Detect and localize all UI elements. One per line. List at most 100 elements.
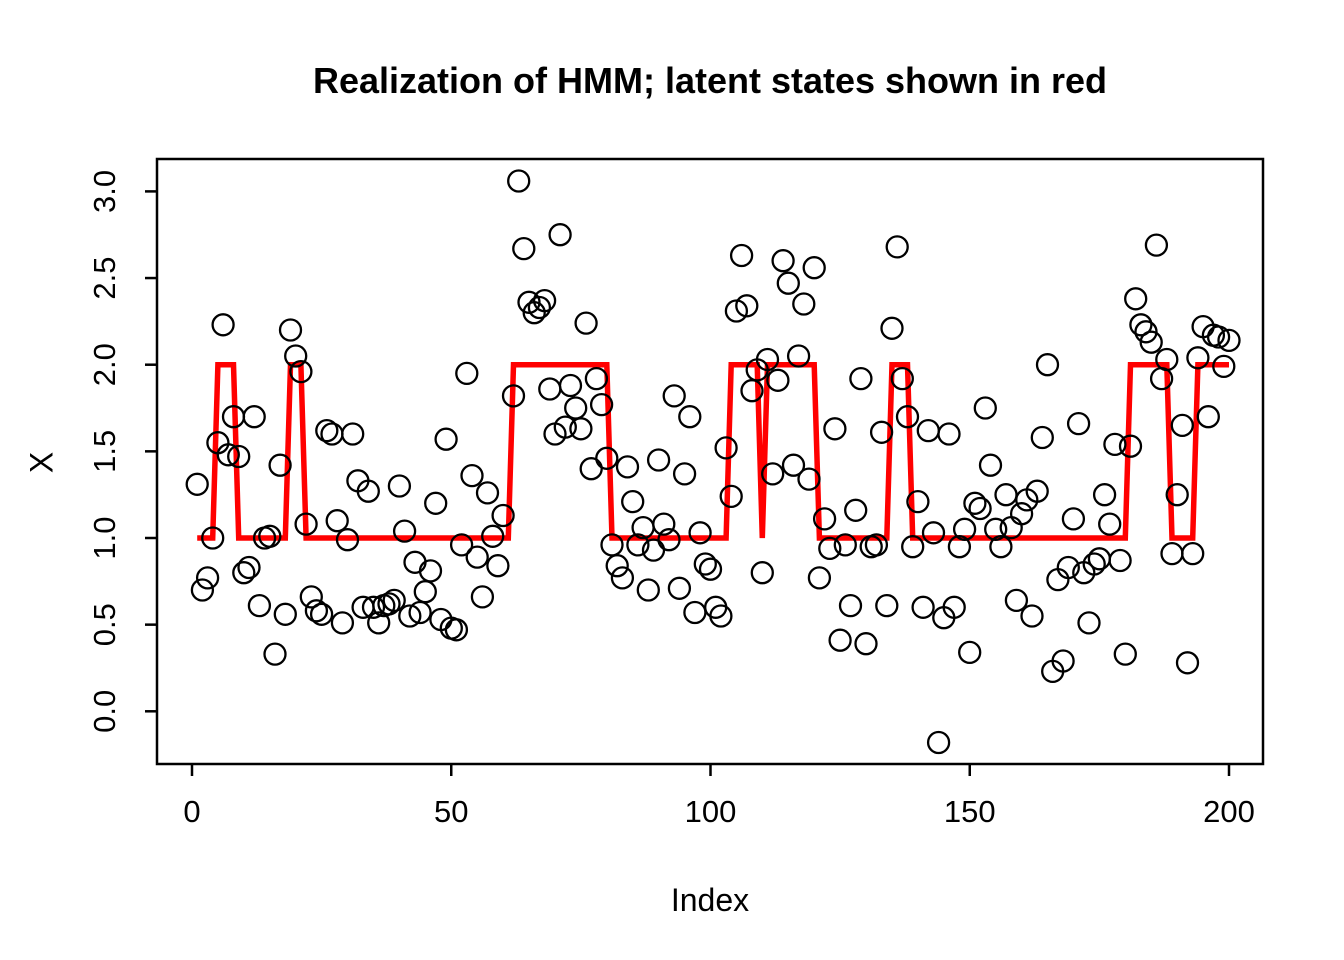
data-point: [1212, 354, 1236, 379]
data-point: [579, 457, 603, 481]
data-point: [646, 448, 671, 472]
data-point: [916, 418, 940, 443]
data-point: [818, 536, 842, 561]
data-point: [289, 359, 313, 384]
x-tick-label: 150: [944, 794, 996, 829]
data-point: [1056, 555, 1080, 580]
data-point: [553, 415, 577, 439]
data-point: [232, 561, 256, 585]
data-point: [1175, 651, 1200, 675]
data-point: [735, 294, 759, 318]
data-point: [211, 313, 235, 337]
data-point: [994, 483, 1018, 507]
data-point: [325, 509, 349, 533]
data-point: [564, 396, 588, 420]
data-point: [921, 521, 946, 545]
data-point: [610, 566, 635, 590]
data-point: [377, 592, 401, 616]
data-point: [1103, 432, 1127, 457]
data-point: [849, 366, 873, 391]
data-point: [761, 462, 785, 486]
data-point: [1134, 320, 1158, 344]
data-point: [968, 496, 992, 521]
data-point: [864, 533, 889, 557]
data-point: [1160, 541, 1184, 566]
data-point: [973, 396, 997, 420]
data-point: [781, 453, 806, 477]
data-point: [258, 524, 282, 548]
data-point: [444, 618, 469, 642]
data-point: [906, 489, 930, 514]
data-point: [1155, 347, 1179, 372]
data-point: [527, 295, 552, 320]
data-point: [201, 526, 225, 550]
data-point: [890, 366, 914, 391]
data-point: [387, 474, 412, 498]
data-point: [724, 299, 749, 323]
data-point: [185, 472, 209, 496]
data-point: [449, 533, 474, 557]
data-point: [1009, 502, 1034, 526]
y-tick-label: 1.5: [87, 430, 122, 473]
data-point: [901, 535, 925, 559]
data-point: [838, 593, 863, 618]
data-point: [227, 444, 251, 469]
data-point: [1004, 588, 1029, 613]
data-point: [475, 481, 500, 505]
data-point: [615, 455, 640, 479]
x-tick-label: 100: [685, 794, 737, 829]
data-point: [1098, 512, 1122, 536]
data-point: [672, 462, 697, 486]
data-point: [1170, 413, 1194, 438]
data-point: [491, 503, 515, 528]
data-point: [869, 420, 894, 444]
data-point: [424, 491, 448, 515]
data-point: [574, 311, 598, 335]
data-point: [750, 561, 774, 585]
data-point: [875, 593, 899, 618]
data-point: [512, 236, 536, 261]
data-point: [636, 578, 660, 602]
data-point: [403, 550, 427, 574]
data-point: [792, 292, 816, 316]
data-point: [952, 517, 977, 541]
data-point: [1196, 405, 1220, 429]
data-point: [844, 498, 868, 522]
data-point: [595, 446, 619, 470]
data-point: [693, 552, 717, 576]
data-point: [999, 515, 1023, 540]
data-point: [729, 243, 754, 268]
data-point: [367, 611, 391, 635]
data-point: [558, 373, 583, 398]
x-tick-label: 50: [434, 794, 468, 829]
data-point: [978, 453, 1003, 477]
data-point: [833, 533, 857, 557]
data-point: [273, 602, 297, 626]
data-point: [802, 256, 826, 280]
data-point: [926, 730, 951, 755]
data-point: [548, 223, 572, 247]
data-point: [786, 344, 811, 368]
data-point: [963, 491, 987, 515]
data-point: [190, 578, 215, 602]
data-point: [460, 463, 484, 488]
data-point: [1051, 649, 1075, 673]
data-point: [501, 384, 526, 408]
plot-border: [155, 157, 1265, 766]
data-point: [413, 580, 437, 604]
data-point: [584, 366, 609, 391]
data-point: [268, 453, 292, 477]
data-point: [1025, 479, 1049, 503]
data-point: [465, 545, 489, 569]
data-point: [714, 436, 738, 460]
data-point: [382, 588, 406, 613]
y-tick-label: 2.0: [87, 343, 122, 386]
data-point: [278, 318, 303, 342]
data-point: [1061, 507, 1086, 531]
data-point: [688, 521, 712, 545]
data-point: [1092, 483, 1117, 507]
data-point: [937, 422, 961, 446]
data-point: [1144, 233, 1169, 257]
data-point: [947, 535, 972, 559]
